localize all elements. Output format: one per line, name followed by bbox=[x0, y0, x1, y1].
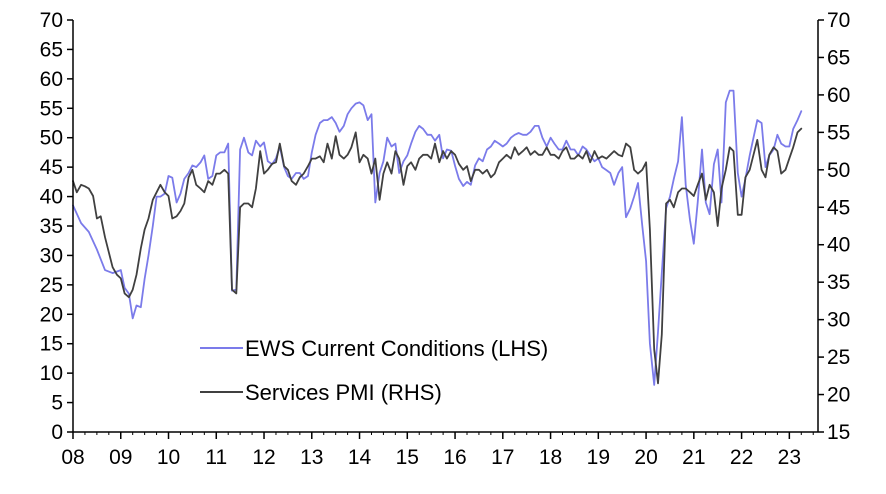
right-y-tick-label: 25 bbox=[827, 346, 850, 369]
x-tick-label: 11 bbox=[205, 446, 227, 469]
x-tick-label: 22 bbox=[730, 446, 753, 469]
right-y-tick-label: 15 bbox=[827, 421, 850, 444]
x-tick-label: 20 bbox=[634, 446, 657, 469]
right-y-tick-label: 30 bbox=[827, 309, 850, 332]
left-y-tick-label: 35 bbox=[40, 215, 63, 238]
right-y-tick-label: 65 bbox=[827, 46, 850, 69]
services-pmi-line bbox=[72, 127, 803, 385]
left-y-tick-label: 25 bbox=[40, 274, 63, 297]
axes-layer bbox=[72, 20, 819, 433]
x-tick-label: 21 bbox=[682, 446, 705, 469]
left-y-tick-label: 60 bbox=[40, 68, 63, 91]
x-tick-label: 09 bbox=[109, 446, 132, 469]
right-y-tick-label: 35 bbox=[827, 271, 850, 294]
right-y-tick-label: 50 bbox=[827, 159, 850, 182]
legend-label-pmi: Services PMI (RHS) bbox=[245, 380, 442, 405]
left-y-tick-label: 30 bbox=[40, 244, 63, 267]
x-tick-label: 12 bbox=[252, 446, 275, 469]
ews-current-conditions-line bbox=[72, 89, 803, 386]
x-tick-label: 08 bbox=[61, 446, 84, 469]
left-y-tick-label: 40 bbox=[40, 186, 63, 209]
ticks-layer: 0 5 10 15 20 25 30 35 40 45 50 55 60 65 70 15 20 25 30 35 40… bbox=[40, 9, 851, 469]
legend: EWS Current Conditions (LHS) Services PM… bbox=[200, 336, 548, 405]
left-y-tick-label: 55 bbox=[40, 97, 63, 120]
x-tick-label: 14 bbox=[348, 446, 372, 469]
left-y-tick-label: 5 bbox=[51, 392, 63, 415]
series-layer bbox=[72, 89, 803, 386]
right-y-tick-label: 60 bbox=[827, 84, 850, 107]
legend-label-ews: EWS Current Conditions (LHS) bbox=[245, 336, 548, 361]
right-y-tick-label: 40 bbox=[827, 234, 850, 257]
x-tick-label: 10 bbox=[157, 446, 180, 469]
x-tick-label: 18 bbox=[539, 446, 562, 469]
right-y-tick-label: 45 bbox=[827, 196, 850, 219]
right-y-tick-label: 70 bbox=[827, 9, 850, 32]
left-y-tick-label: 15 bbox=[40, 333, 63, 356]
left-y-tick-label: 10 bbox=[40, 362, 63, 385]
left-y-tick-label: 70 bbox=[40, 9, 63, 32]
x-tick-label: 23 bbox=[778, 446, 801, 469]
x-tick-label: 17 bbox=[491, 446, 514, 469]
left-y-tick-label: 45 bbox=[40, 156, 63, 179]
right-y-tick-label: 55 bbox=[827, 121, 850, 144]
left-y-tick-label: 65 bbox=[40, 38, 63, 61]
left-y-tick-label: 20 bbox=[40, 303, 63, 326]
left-y-tick-label: 50 bbox=[40, 127, 63, 150]
x-tick-label: 15 bbox=[396, 446, 419, 469]
right-y-tick-label: 20 bbox=[827, 384, 850, 407]
x-tick-label: 13 bbox=[300, 446, 323, 469]
x-tick-label: 19 bbox=[587, 446, 610, 469]
left-y-tick-label: 0 bbox=[51, 421, 63, 444]
x-tick-label: 16 bbox=[443, 446, 466, 469]
